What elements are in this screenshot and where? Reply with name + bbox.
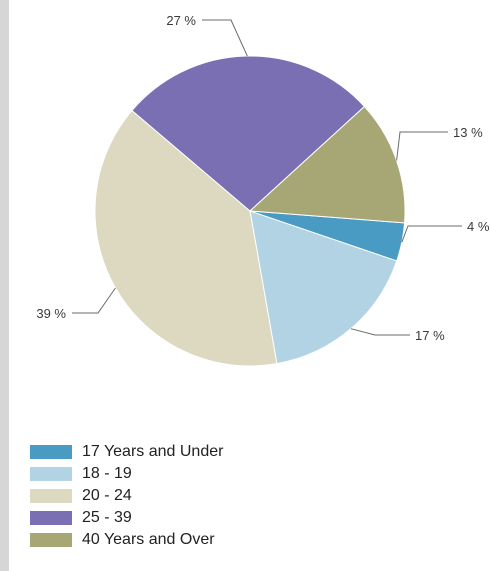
- legend-swatch: [30, 467, 72, 481]
- leader-line: [72, 287, 116, 314]
- legend: 17 Years and Under 18 - 19 20 - 24 25 - …: [30, 441, 223, 551]
- leader-line: [401, 225, 462, 243]
- legend-label: 18 - 19: [82, 465, 132, 482]
- legend-item: 25 - 39: [30, 507, 223, 529]
- legend-item: 40 Years and Over: [30, 529, 223, 551]
- legend-label: 20 - 24: [82, 487, 132, 504]
- pie-slice: [248, 105, 406, 224]
- slice-labels: 4 % 17 % 39 % 27 % 13 %: [36, 13, 489, 343]
- leader-lines: [72, 19, 462, 336]
- pie-slice: [249, 210, 398, 365]
- pie-slice: [94, 109, 278, 367]
- legend-swatch: [30, 445, 72, 459]
- legend-item: 17 Years and Under: [30, 441, 223, 463]
- pie-slice: [131, 55, 366, 212]
- slice-value-label: 39 %: [36, 306, 66, 321]
- legend-item: 20 - 24: [30, 485, 223, 507]
- left-border: [0, 0, 9, 571]
- leader-line: [202, 19, 248, 57]
- legend-label: 25 - 39: [82, 509, 132, 526]
- legend-item: 18 - 19: [30, 463, 223, 485]
- legend-label: 40 Years and Over: [82, 531, 215, 548]
- legend-swatch: [30, 533, 72, 547]
- legend-swatch: [30, 489, 72, 503]
- legend-swatch: [30, 511, 72, 525]
- slice-value-label: 13 %: [453, 125, 483, 140]
- slice-value-label: 27 %: [166, 13, 196, 28]
- slice-value-label: 17 %: [415, 328, 445, 343]
- slice-value-label: 4 %: [467, 219, 490, 234]
- legend-label: 17 Years and Under: [82, 443, 224, 460]
- leader-line: [396, 131, 448, 161]
- pie-slices: [94, 55, 406, 367]
- leader-line: [350, 328, 410, 336]
